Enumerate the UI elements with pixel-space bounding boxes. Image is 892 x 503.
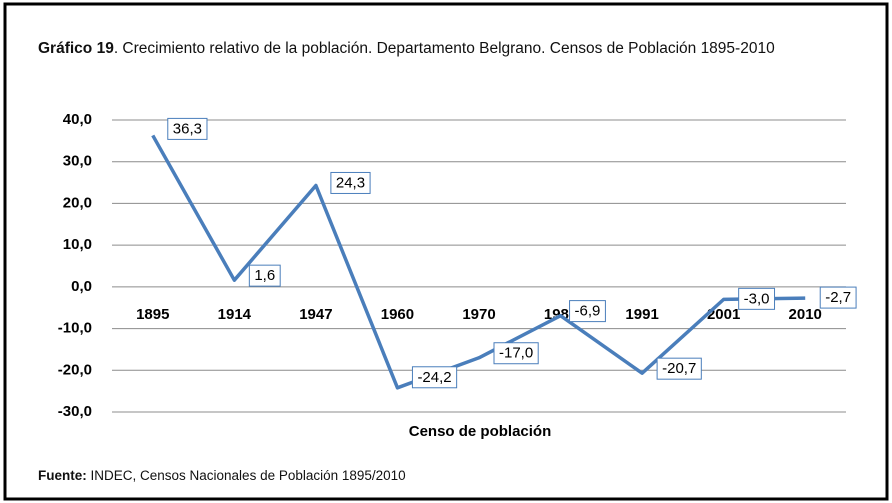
data-label: -20,7 — [662, 360, 696, 377]
y-tick-label: 30,0 — [63, 153, 92, 170]
data-label-box — [411, 366, 458, 389]
data-label: -3,0 — [744, 290, 770, 307]
chart-title: Gráfico 19. Crecimiento relativo de la p… — [38, 40, 838, 57]
data-label-box — [819, 286, 857, 309]
data-label-box — [330, 171, 371, 194]
data-label-box — [167, 117, 208, 140]
x-tick-label: 1895 — [136, 306, 169, 323]
x-tick-label: 1947 — [299, 306, 332, 323]
y-tick-label: 0,0 — [71, 278, 92, 295]
y-tick-label: 10,0 — [63, 236, 92, 253]
data-label: -17,0 — [499, 345, 533, 362]
data-label-box — [656, 357, 702, 380]
y-tick-label: -30,0 — [58, 403, 92, 420]
data-label: -2,7 — [825, 289, 851, 306]
data-line — [151, 134, 806, 390]
source-text: INDEC, Censos Nacionales de Población 18… — [86, 468, 406, 483]
title-text: . Crecimiento relativo de la población. … — [113, 40, 775, 57]
x-axis-label: Censo de población — [409, 423, 552, 440]
data-label: 36,3 — [173, 120, 202, 137]
x-tick-label: 1970 — [462, 306, 495, 323]
x-tick-label: 2010 — [789, 306, 822, 323]
frame — [3, 2, 889, 501]
y-tick-label: 40,0 — [63, 111, 92, 128]
x-tick-label: 2001 — [707, 306, 740, 323]
y-tick-label: -10,0 — [58, 320, 92, 337]
title-bold: Gráfico 19 — [38, 40, 114, 57]
data-label: 1,6 — [254, 267, 275, 284]
source-label: Fuente: — [38, 468, 87, 483]
data-label-box — [493, 342, 539, 365]
data-label-box — [738, 287, 776, 310]
x-tick-label: 1991 — [625, 306, 658, 323]
data-label-box — [569, 300, 606, 323]
data-label: -6,9 — [575, 303, 601, 320]
source: Fuente: INDEC, Censos Nacionales de Pobl… — [38, 468, 406, 483]
data-label-box — [248, 264, 281, 287]
data-label: 24,3 — [336, 174, 365, 191]
y-tick-label: 20,0 — [63, 194, 92, 211]
data-label: -24,2 — [417, 369, 451, 386]
x-tick-label: 1914 — [218, 306, 252, 323]
x-tick-label: 1960 — [381, 306, 414, 323]
y-tick-label: -20,0 — [58, 361, 92, 378]
